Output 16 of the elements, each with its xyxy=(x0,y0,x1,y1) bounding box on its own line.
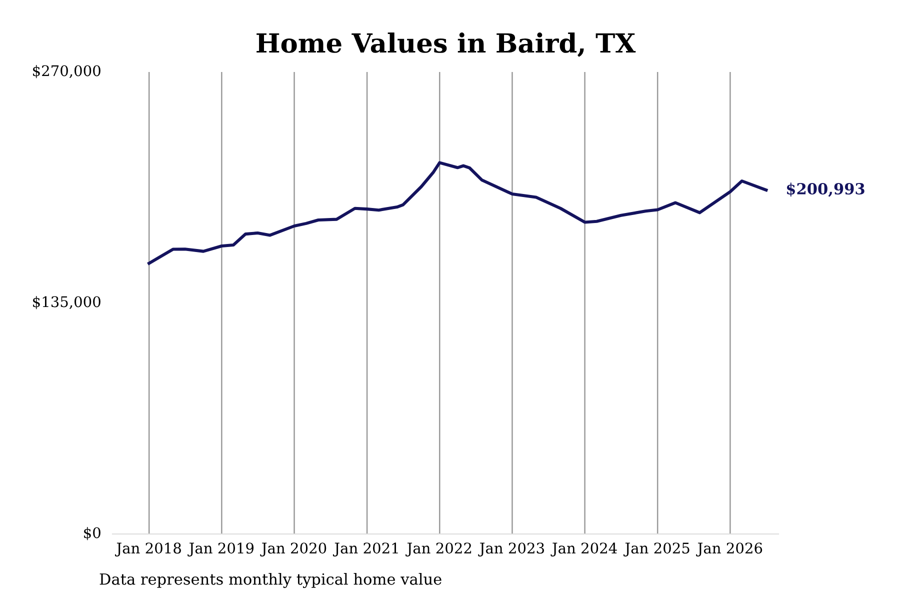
y-tick-label: $270,000 xyxy=(33,64,100,78)
y-tick-label: $135,000 xyxy=(33,296,100,310)
text: Data represents monthly typical home value xyxy=(100,572,442,588)
x-tick-label: Jan 2018 xyxy=(115,542,181,556)
line-series xyxy=(148,161,768,265)
x-tick-label: Jan 2022 xyxy=(406,542,472,556)
x-tick-label: Jan 2025 xyxy=(624,542,690,556)
chart-title: Home Values in Baird, TX xyxy=(256,32,636,57)
x-tick-label: Jan 2021 xyxy=(332,542,398,556)
y-tick-label: $0 xyxy=(84,526,100,540)
x-tick-label: Jan 2023 xyxy=(478,542,544,556)
x-tick-label: Jan 2024 xyxy=(550,542,617,556)
x-tick-label: Jan 2020 xyxy=(260,542,326,556)
x-tick-label: Jan 2019 xyxy=(188,542,254,556)
x-tick-label: Jan 2026 xyxy=(696,542,762,556)
annotation: $200,993 xyxy=(786,182,864,197)
